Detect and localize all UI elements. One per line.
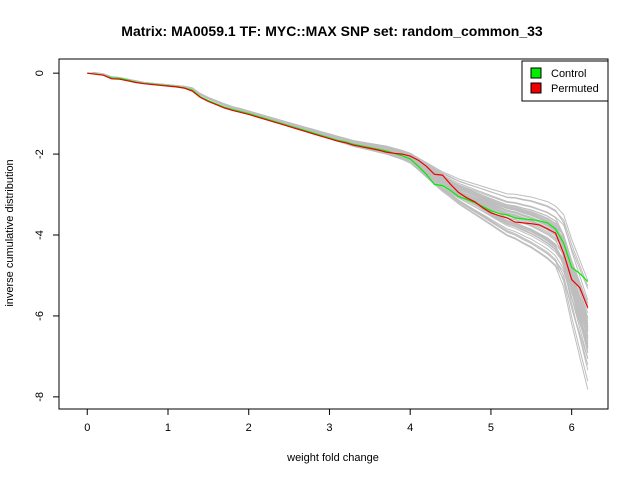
background-line: [87, 72, 589, 304]
background-line: [87, 72, 589, 329]
legend-box: [521, 60, 609, 102]
background-line: [87, 72, 589, 301]
background-line: [87, 72, 589, 309]
series-line-control: [87, 72, 589, 282]
y-axis-label: inverse cumulative distribution: [4, 159, 16, 306]
legend-label-permuted: Permuted: [551, 83, 599, 95]
background-line: [87, 72, 589, 328]
y-axis: 0 -2 -4 -6 -8: [34, 70, 60, 402]
background-lines-layer: [87, 72, 589, 390]
background-line: [87, 72, 589, 289]
x-tick-label: 4: [407, 422, 413, 434]
background-line: [87, 72, 589, 304]
background-line: [87, 72, 589, 390]
background-line: [87, 72, 589, 332]
y-tick-label: -6: [34, 311, 46, 321]
y-tick-label: 0: [34, 70, 46, 76]
background-line: [87, 72, 589, 325]
background-line: [87, 72, 589, 319]
background-line: [87, 72, 589, 328]
legend: Control Permuted: [521, 60, 609, 102]
background-line: [87, 72, 589, 281]
background-line: [87, 72, 589, 349]
x-axis-label: weight fold change: [286, 452, 379, 464]
x-tick-label: 5: [488, 422, 494, 434]
x-tick-label: 1: [165, 422, 171, 434]
background-line: [87, 72, 589, 336]
background-line: [87, 72, 589, 337]
x-tick-label: 6: [569, 422, 575, 434]
legend-label-control: Control: [551, 68, 586, 80]
series-lines-layer: [87, 72, 589, 309]
chart-title: Matrix: MA0059.1 TF: MYC::MAX SNP set: r…: [121, 23, 543, 39]
y-tick-label: -8: [34, 392, 46, 402]
background-line: [87, 72, 589, 309]
background-line: [87, 72, 589, 314]
background-line: [87, 72, 589, 337]
background-line: [87, 72, 589, 318]
legend-swatch-control: [530, 67, 542, 79]
y-tick-label: -2: [34, 149, 46, 159]
background-line: [87, 72, 589, 307]
series-line-permuted: [87, 72, 589, 309]
background-line: [87, 72, 589, 349]
background-line: [87, 72, 589, 287]
legend-swatch-permuted: [530, 82, 542, 94]
y-tick-label: -4: [34, 230, 46, 240]
background-line: [87, 72, 589, 330]
x-tick-label: 0: [84, 422, 90, 434]
x-axis: 0 1 2 3 4 5 6: [84, 408, 575, 434]
background-line: [87, 72, 589, 327]
plot-frame: [58, 58, 609, 410]
x-tick-label: 3: [326, 422, 332, 434]
background-line: [87, 72, 589, 327]
x-tick-label: 2: [246, 422, 252, 434]
